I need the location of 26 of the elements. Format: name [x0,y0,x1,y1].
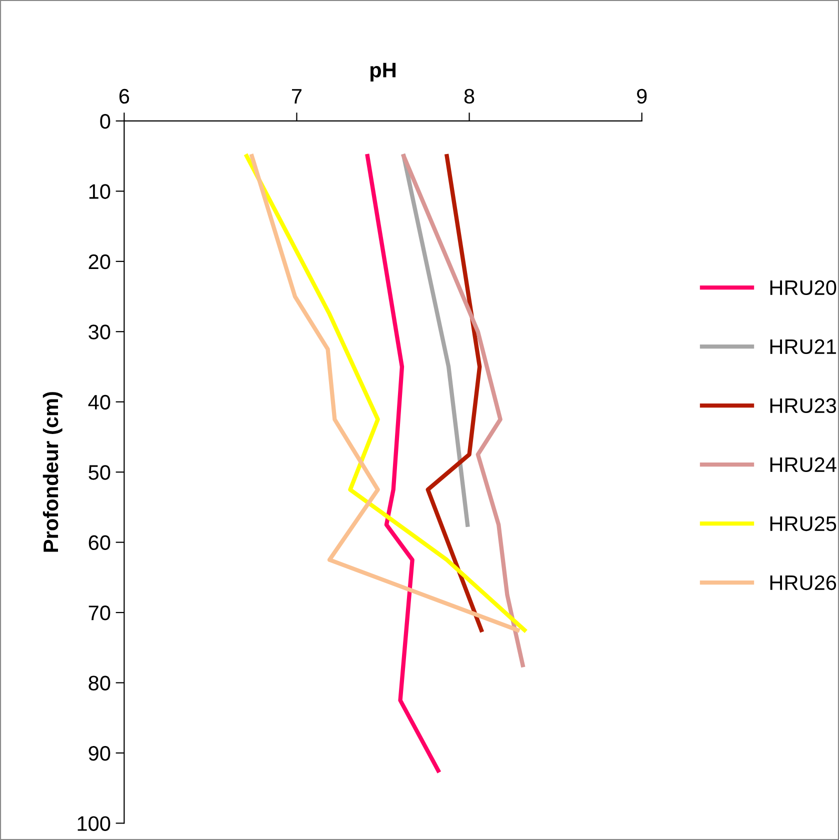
legend-label: HRU23 [770,398,836,414]
legend-label: HRU25 [770,516,836,532]
y-tick-label: 60 [88,535,110,550]
y-tick-label: 30 [88,324,110,340]
x-tick-label: 7 [292,89,302,104]
x-axis-title: pH [370,62,396,82]
line-series [402,154,525,668]
y-tick-label: 80 [88,676,110,691]
y-tick-label: 20 [88,254,110,270]
legend-label: HRU26 [770,575,836,590]
y-axis-title: Profondeur (cm) [42,392,62,552]
y-tick-label: 50 [88,465,110,480]
y-tick-label: 40 [88,394,110,410]
x-tick-label: 6 [119,88,130,104]
x-tick-label: 9 [637,88,647,104]
line-series [365,154,440,773]
y-tick-label: 70 [88,606,110,620]
legend-label: HRU20 [770,280,836,296]
y-tick-label: 0 [100,114,110,129]
y-tick-label: 90 [88,746,110,761]
y-tick-label: 10 [89,184,110,199]
legend-label: HRU21 [770,339,836,354]
y-tick-label: 100 [78,816,110,831]
x-tick-label: 8 [464,88,474,104]
line-series [426,154,484,632]
legend-label: HRU24 [770,457,836,472]
